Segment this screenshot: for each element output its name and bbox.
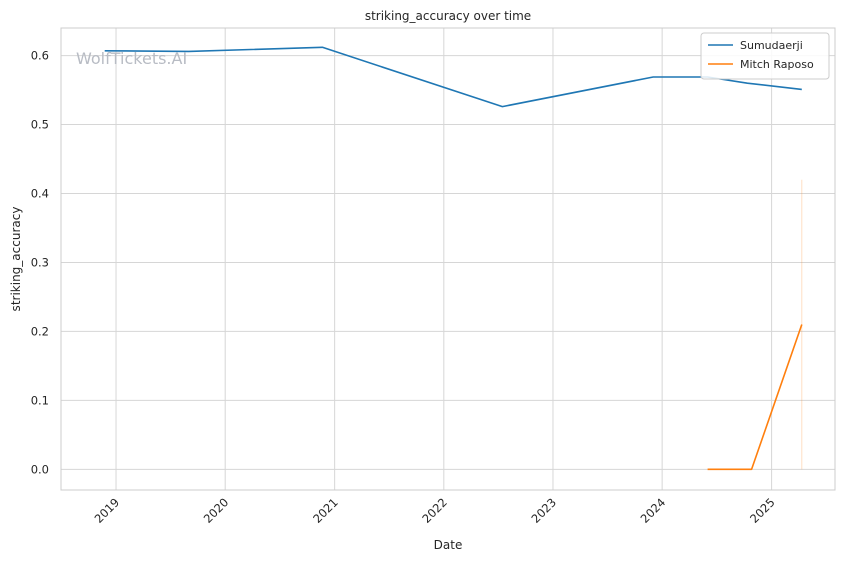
legend-label: Sumudaerji: [740, 39, 803, 52]
y-tick-label: 0.1: [31, 393, 49, 407]
y-tick-label: 0.4: [31, 186, 49, 200]
plot-area: [61, 28, 835, 490]
chart-title: striking_accuracy over time: [365, 9, 531, 23]
y-tick-label: 0.3: [31, 255, 49, 269]
legend: Sumudaerji Mitch Raposo: [700, 32, 830, 80]
series-line: [707, 324, 803, 471]
grid: [61, 28, 835, 490]
y-tick-label: 0.5: [31, 118, 49, 132]
legend-label: Mitch Raposo: [740, 58, 814, 71]
y-tick-label: 0.0: [31, 462, 49, 476]
x-axis-title: Date: [434, 538, 463, 552]
y-tick-label: 0.6: [31, 49, 49, 63]
plot-frame: [60, 27, 836, 491]
y-tick-label: 0.2: [31, 324, 49, 338]
y-axis-title: striking_accuracy: [9, 207, 23, 312]
series-line: [104, 46, 802, 108]
watermark: WolfTickets.AI: [76, 49, 187, 68]
series-lines: [104, 46, 803, 471]
